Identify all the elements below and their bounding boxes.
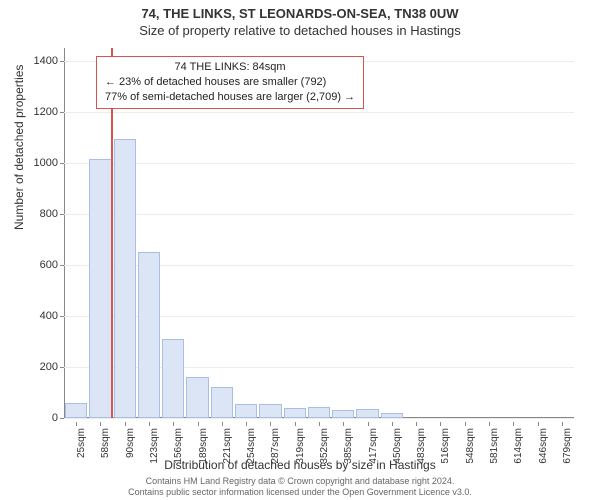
xtick-mark: [392, 422, 393, 426]
ytick-label: 1200: [34, 106, 58, 118]
xtick-mark: [222, 422, 223, 426]
ytick-label: 800: [40, 208, 58, 220]
ytick-label: 600: [40, 259, 58, 271]
ytick-label: 200: [40, 361, 58, 373]
xtick-mark: [440, 422, 441, 426]
ytick-label: 1400: [34, 55, 58, 67]
histogram-bar: [332, 410, 354, 418]
ytick-mark: [60, 112, 64, 113]
ytick-mark: [60, 316, 64, 317]
ytick-label: 1000: [34, 157, 58, 169]
xtick-mark: [149, 422, 150, 426]
ytick-label: 400: [40, 310, 58, 322]
page-subtitle: Size of property relative to detached ho…: [0, 21, 600, 38]
ytick-mark: [60, 214, 64, 215]
gridline: [64, 418, 574, 419]
annotation-line: 77% of semi-detached houses are larger (…: [105, 90, 355, 105]
xtick-mark: [76, 422, 77, 426]
y-axis-line: [64, 48, 65, 418]
xtick-label: 90sqm: [125, 428, 136, 458]
xtick-mark: [125, 422, 126, 426]
x-axis-label: Distribution of detached houses by size …: [0, 458, 600, 472]
footer-line-2: Contains public sector information licen…: [0, 487, 600, 498]
xtick-mark: [513, 422, 514, 426]
xtick-mark: [489, 422, 490, 426]
xtick-mark: [173, 422, 174, 426]
xtick-mark: [295, 422, 296, 426]
histogram-bar: [356, 409, 378, 418]
histogram-bar: [65, 403, 87, 418]
histogram-bar: [381, 413, 403, 418]
histogram-bar: [235, 404, 257, 418]
xtick-mark: [562, 422, 563, 426]
xtick-mark: [538, 422, 539, 426]
ytick-mark: [60, 61, 64, 62]
chart-container: 74, THE LINKS, ST LEONARDS-ON-SEA, TN38 …: [0, 0, 600, 500]
xtick-mark: [319, 422, 320, 426]
annotation-box: 74 THE LINKS: 84sqm← 23% of detached hou…: [96, 56, 364, 109]
page-title: 74, THE LINKS, ST LEONARDS-ON-SEA, TN38 …: [0, 0, 600, 21]
histogram-bar: [138, 252, 160, 418]
histogram-bar: [89, 159, 111, 418]
xtick-mark: [343, 422, 344, 426]
annotation-line: ← 23% of detached houses are smaller (79…: [105, 75, 355, 90]
xtick-label: 25sqm: [76, 428, 87, 458]
xtick-mark: [416, 422, 417, 426]
footer-attribution: Contains HM Land Registry data © Crown c…: [0, 476, 600, 499]
histogram-bar: [186, 377, 208, 418]
y-axis-label: Number of detached properties: [12, 65, 26, 230]
gridline: [64, 214, 574, 215]
xtick-mark: [198, 422, 199, 426]
histogram-bar: [114, 139, 136, 418]
ytick-mark: [60, 418, 64, 419]
ytick-mark: [60, 163, 64, 164]
xtick-mark: [465, 422, 466, 426]
xtick-mark: [100, 422, 101, 426]
histogram-bar: [308, 407, 330, 418]
xtick-mark: [368, 422, 369, 426]
footer-line-1: Contains HM Land Registry data © Crown c…: [0, 476, 600, 487]
xtick-label: 58sqm: [100, 428, 111, 458]
gridline: [64, 112, 574, 113]
plot-area: 020040060080010001200140025sqm58sqm90sqm…: [64, 48, 574, 418]
ytick-label: 0: [52, 412, 58, 424]
ytick-mark: [60, 367, 64, 368]
histogram-bar: [284, 408, 306, 418]
annotation-line: 74 THE LINKS: 84sqm: [105, 60, 355, 75]
xtick-mark: [246, 422, 247, 426]
gridline: [64, 163, 574, 164]
histogram-bar: [259, 404, 281, 418]
histogram-bar: [211, 387, 233, 418]
ytick-mark: [60, 265, 64, 266]
xtick-mark: [270, 422, 271, 426]
histogram-bar: [162, 339, 184, 418]
